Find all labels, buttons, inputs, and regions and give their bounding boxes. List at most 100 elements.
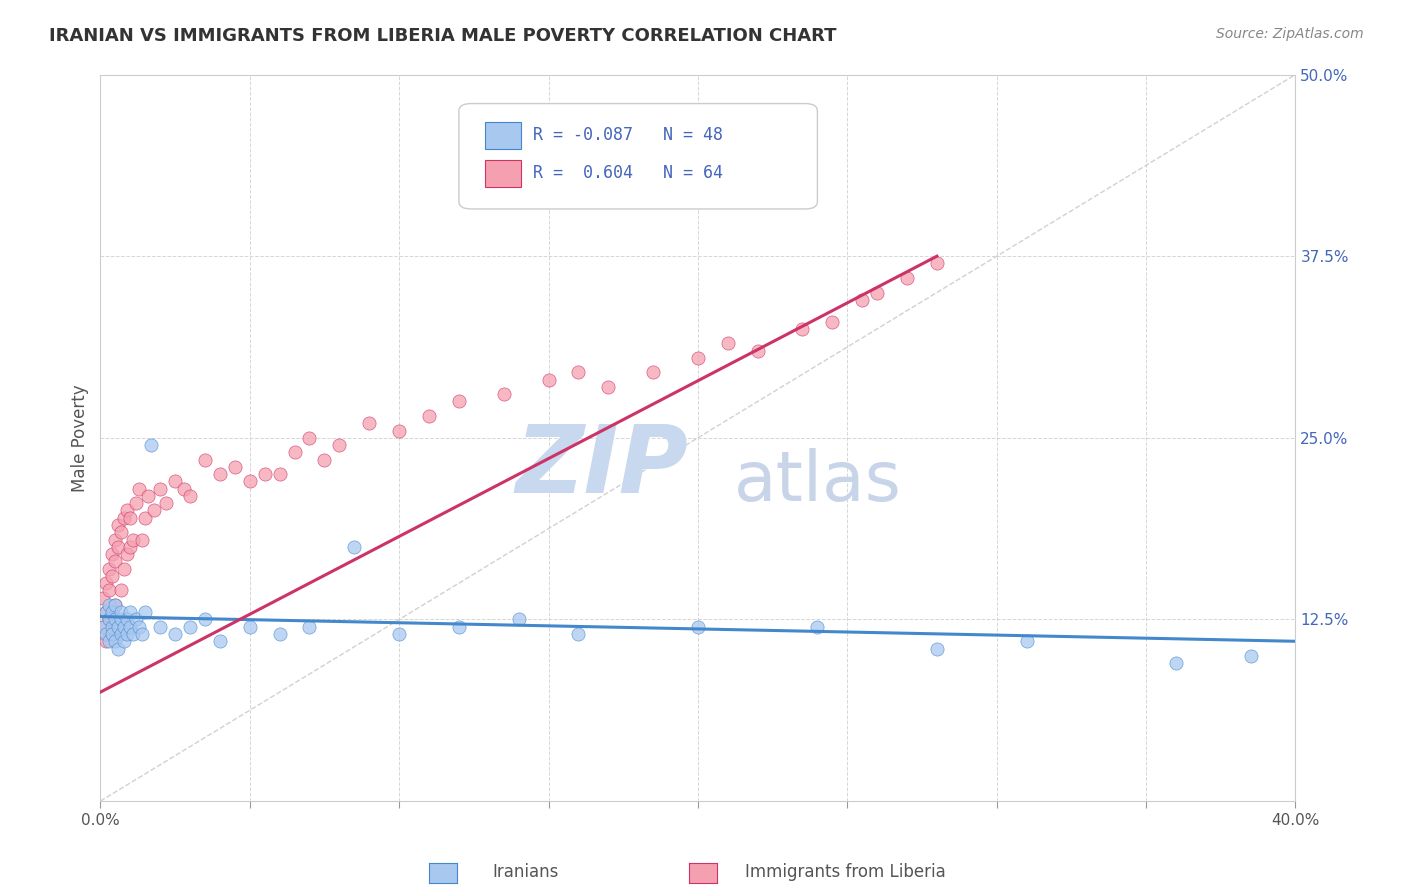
- Point: [194, 612, 217, 626]
- Point: [128, 620, 150, 634]
- Point: [253, 467, 276, 482]
- Point: [122, 533, 145, 547]
- Point: [283, 445, 305, 459]
- Point: [537, 373, 560, 387]
- Point: [104, 612, 127, 626]
- Point: [115, 503, 138, 517]
- Point: [1240, 648, 1263, 663]
- Point: [112, 561, 135, 575]
- Point: [179, 489, 201, 503]
- Point: [98, 583, 121, 598]
- Point: [388, 424, 411, 438]
- Point: [1015, 634, 1038, 648]
- Point: [107, 620, 129, 634]
- Point: [107, 641, 129, 656]
- Point: [107, 540, 129, 554]
- Point: [96, 634, 118, 648]
- Point: [359, 417, 381, 431]
- Point: [447, 394, 470, 409]
- Point: [163, 475, 186, 489]
- Point: [343, 540, 366, 554]
- Text: atlas: atlas: [734, 448, 901, 515]
- Point: [179, 620, 201, 634]
- Point: [806, 620, 828, 634]
- Point: [98, 634, 121, 648]
- Point: [104, 554, 127, 568]
- Point: [115, 547, 138, 561]
- Point: [96, 605, 118, 619]
- Point: [298, 431, 321, 445]
- Text: Immigrants from Liberia: Immigrants from Liberia: [745, 863, 946, 881]
- Point: [131, 627, 153, 641]
- Point: [101, 547, 124, 561]
- Point: [143, 503, 166, 517]
- Point: [110, 525, 132, 540]
- Point: [194, 452, 217, 467]
- Point: [115, 627, 138, 641]
- Point: [96, 605, 118, 619]
- Point: [298, 620, 321, 634]
- Point: [98, 598, 121, 612]
- Text: R = -0.087   N = 48: R = -0.087 N = 48: [533, 126, 723, 144]
- Point: [686, 620, 709, 634]
- Point: [101, 605, 124, 619]
- Point: [125, 612, 148, 626]
- Point: [104, 634, 127, 648]
- Point: [120, 540, 142, 554]
- Point: [686, 351, 709, 365]
- Point: [567, 366, 589, 380]
- Point: [508, 612, 530, 626]
- Point: [418, 409, 440, 423]
- Point: [925, 256, 948, 270]
- Point: [269, 467, 291, 482]
- Point: [110, 583, 132, 598]
- Point: [96, 627, 118, 641]
- Text: IRANIAN VS IMMIGRANTS FROM LIBERIA MALE POVERTY CORRELATION CHART: IRANIAN VS IMMIGRANTS FROM LIBERIA MALE …: [49, 27, 837, 45]
- FancyBboxPatch shape: [458, 103, 817, 209]
- Point: [120, 620, 142, 634]
- FancyBboxPatch shape: [485, 121, 522, 149]
- Point: [98, 561, 121, 575]
- Point: [155, 496, 177, 510]
- Point: [110, 612, 132, 626]
- Point: [125, 496, 148, 510]
- Point: [122, 627, 145, 641]
- Point: [96, 576, 118, 591]
- Point: [101, 627, 124, 641]
- Point: [128, 482, 150, 496]
- Point: [112, 634, 135, 648]
- Point: [163, 627, 186, 641]
- Point: [224, 459, 246, 474]
- Point: [104, 533, 127, 547]
- Point: [112, 620, 135, 634]
- Point: [104, 598, 127, 612]
- Point: [925, 641, 948, 656]
- Point: [208, 634, 231, 648]
- Y-axis label: Male Poverty: Male Poverty: [72, 384, 89, 491]
- Point: [821, 315, 844, 329]
- Point: [110, 627, 132, 641]
- Point: [149, 620, 172, 634]
- Point: [567, 627, 589, 641]
- Point: [112, 510, 135, 524]
- Point: [598, 380, 620, 394]
- Point: [91, 620, 114, 634]
- Point: [136, 489, 159, 503]
- Point: [388, 627, 411, 641]
- Point: [328, 438, 350, 452]
- Point: [101, 569, 124, 583]
- Point: [314, 452, 336, 467]
- Point: [717, 336, 740, 351]
- Point: [115, 612, 138, 626]
- Point: [107, 518, 129, 533]
- Point: [239, 475, 262, 489]
- Text: Iranians: Iranians: [492, 863, 558, 881]
- Point: [149, 482, 172, 496]
- Point: [91, 620, 114, 634]
- Point: [447, 620, 470, 634]
- Point: [104, 598, 127, 612]
- Point: [851, 293, 873, 307]
- Point: [492, 387, 515, 401]
- Point: [101, 627, 124, 641]
- Text: ZIP: ZIP: [516, 421, 689, 513]
